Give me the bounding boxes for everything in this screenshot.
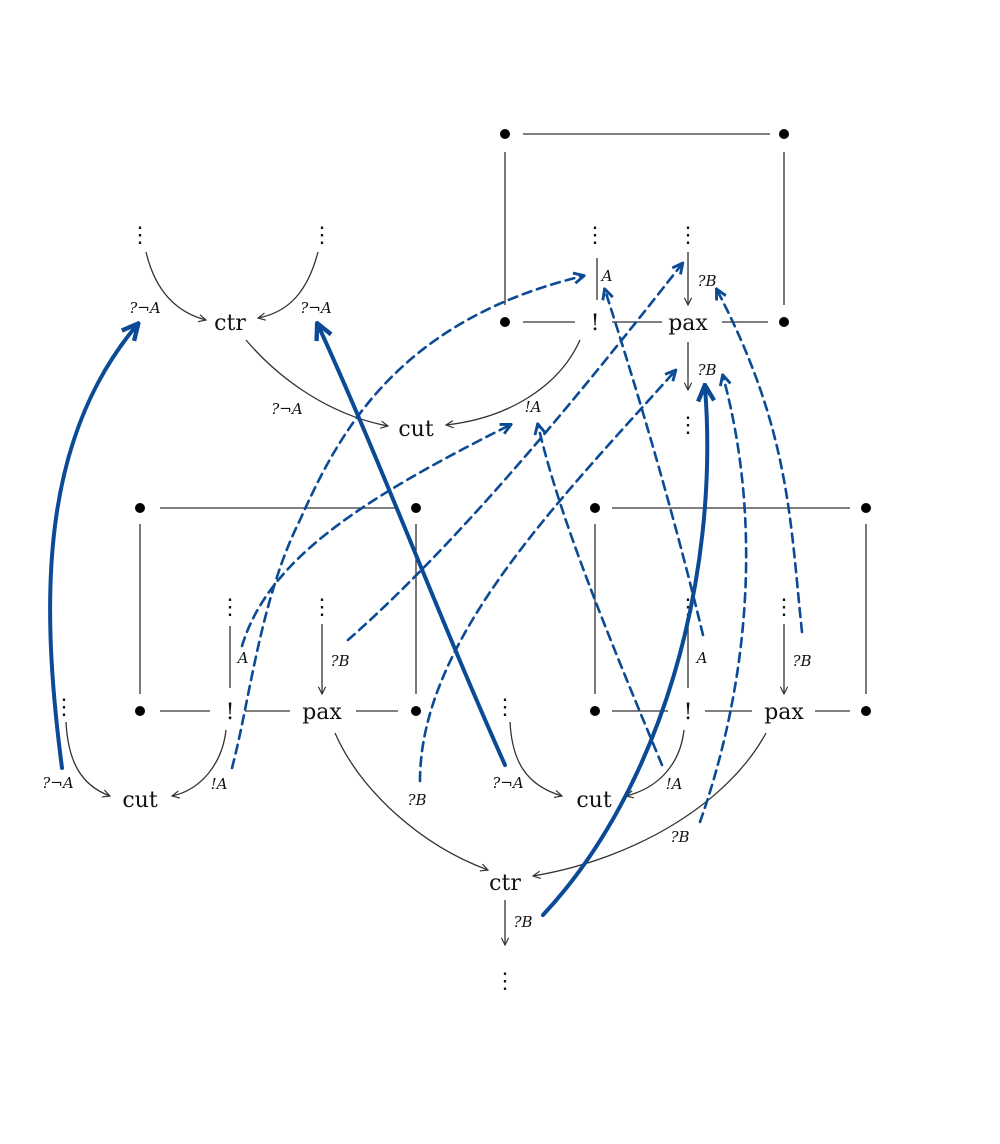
wires [65, 251, 784, 945]
node-bang-bottom-left: ! [226, 700, 235, 725]
node-cut-bottom-left: cut [122, 788, 157, 813]
vdots: ⋮ [311, 595, 333, 620]
label-q-b: ?B [407, 791, 426, 809]
dashed-path [230, 276, 583, 770]
node-cut-bottom-right: cut [576, 788, 611, 813]
edge-labels: ?¬A ?¬A ?¬A !A A ?B ?B A ?B A ?B ?¬A !A … [42, 267, 811, 931]
box-top-right [500, 129, 789, 327]
vdots: ⋮ [219, 595, 241, 620]
vdots: ⋮ [677, 413, 699, 438]
dashed-path [605, 290, 705, 637]
dashed-path [240, 425, 510, 648]
label-a: A [236, 649, 249, 667]
box-corner [779, 317, 789, 327]
node-bang-bottom-right: ! [684, 700, 693, 725]
label-a: A [695, 649, 708, 667]
node-ctr-top: ctr [214, 311, 246, 336]
box-corner [411, 503, 421, 513]
box-corner [590, 503, 600, 513]
box-corner [135, 706, 145, 716]
box-corner [861, 706, 871, 716]
box-corner [135, 503, 145, 513]
vertical-ellipses: ⋮ ⋮ ⋮ ⋮ ⋮ ⋮ ⋮ ⋮ ⋮ ⋮ ⋮ ⋮ [53, 223, 795, 994]
dashed-path [418, 371, 675, 783]
label-q-b: ?B [670, 828, 689, 846]
box-corner [500, 129, 510, 139]
box-corner [411, 706, 421, 716]
label-q-b: ?B [330, 652, 349, 670]
node-pax-bottom-left: pax [302, 700, 342, 725]
label-q-not-a: ?¬A [271, 400, 303, 418]
nodes: ctr cut ! pax ! pax ! pax cut cut ctr [122, 311, 804, 896]
vdots: ⋮ [53, 695, 75, 720]
label-a: A [600, 267, 613, 285]
node-pax-top: pax [668, 311, 708, 336]
box-corner [861, 503, 871, 513]
label-q-not-a: ?¬A [492, 774, 524, 792]
vdots: ⋮ [494, 969, 516, 994]
label-q-b: ?B [697, 361, 716, 379]
node-bang-top: ! [591, 311, 600, 336]
vdots: ⋮ [129, 223, 151, 248]
dashed-path [698, 376, 748, 824]
vdots: ⋮ [584, 223, 606, 248]
label-bang-a: !A [666, 775, 683, 793]
vdots: ⋮ [494, 695, 516, 720]
dashed-paths [230, 264, 804, 824]
label-q-not-a: ?¬A [42, 774, 74, 792]
vdots: ⋮ [773, 595, 795, 620]
solid-paths [48, 325, 707, 917]
label-q-b: ?B [513, 913, 532, 931]
box-corner [590, 706, 600, 716]
label-q-b: ?B [792, 652, 811, 670]
vdots: ⋮ [677, 223, 699, 248]
node-pax-bottom-right: pax [764, 700, 804, 725]
node-ctr-bottom: ctr [489, 871, 521, 896]
label-q-not-a: ?¬A [300, 299, 332, 317]
label-bang-a: !A [525, 398, 542, 416]
solid-path [48, 325, 137, 770]
solid-path [318, 325, 507, 767]
box-bottom-right [590, 503, 871, 716]
dashed-path [717, 290, 804, 634]
label-bang-a: !A [211, 775, 228, 793]
dashed-path [538, 425, 664, 767]
node-cut-middle: cut [398, 417, 433, 442]
label-q-not-a: ?¬A [129, 299, 161, 317]
vdots: ⋮ [311, 223, 333, 248]
box-corner [779, 129, 789, 139]
label-q-b: ?B [697, 272, 716, 290]
box-bottom-left [135, 503, 421, 716]
box-corner [500, 317, 510, 327]
dashed-path [346, 264, 682, 642]
solid-path [541, 387, 707, 917]
